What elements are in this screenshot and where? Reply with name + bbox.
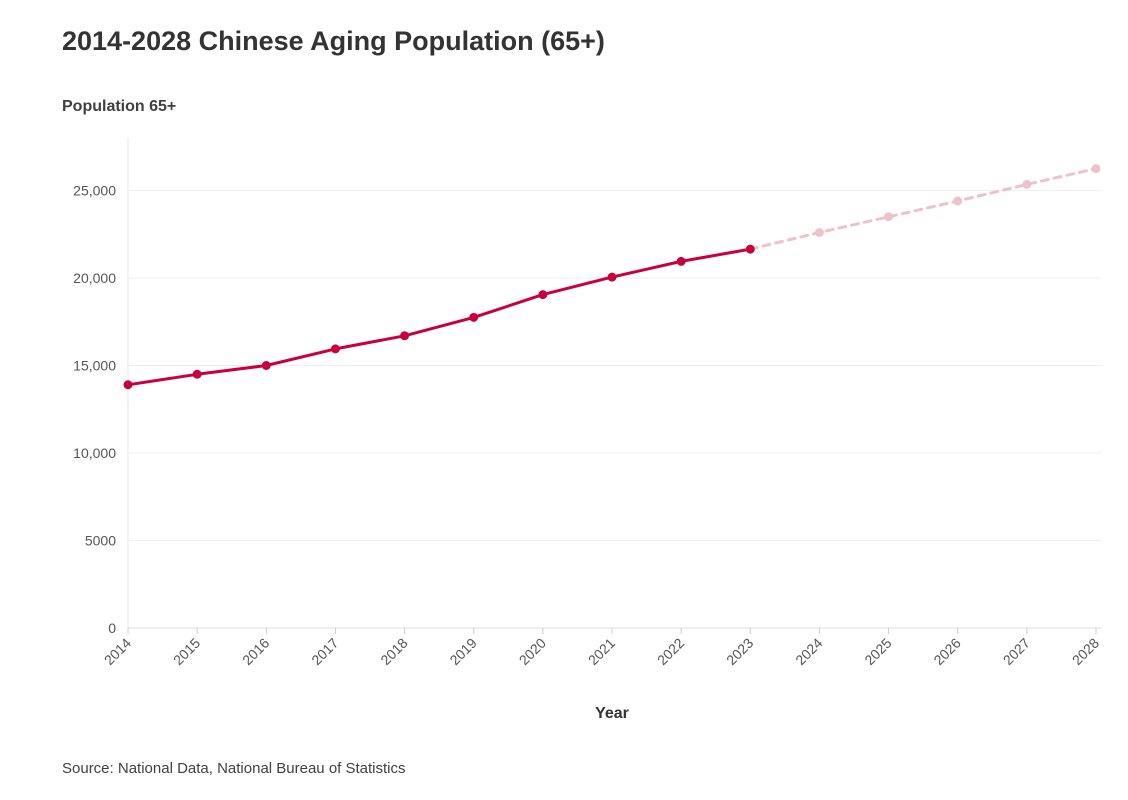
x-tick-label: 2015	[170, 635, 203, 668]
source-note: Source: National Data, National Bureau o…	[62, 760, 406, 777]
data-point	[745, 244, 755, 254]
projection-point	[1022, 179, 1032, 189]
projection-point	[1091, 164, 1101, 174]
x-tick-label: 2017	[308, 635, 341, 668]
projection-line	[748, 167, 1098, 251]
x-tick-label: 2021	[585, 635, 618, 668]
data-point	[400, 331, 410, 341]
data-point	[192, 369, 202, 379]
x-tick-label: 2019	[446, 635, 479, 668]
data-point	[469, 312, 479, 322]
x-tick-label: 2016	[239, 635, 272, 668]
x-tick-label: 2028	[1069, 635, 1102, 668]
y-axis-ticks: 0 5000 10,000 15,000 20,000 25,000	[73, 183, 116, 637]
x-tick-label: 2018	[377, 635, 410, 668]
projection-point	[884, 212, 894, 222]
x-axis-ticks: 2014 2015 2016 2017 2018 2019 2020 2021 2022 2023…	[101, 628, 1102, 668]
series-points	[123, 164, 1101, 390]
y-tick-label: 20,000	[73, 270, 116, 286]
y-axis-title: Population 65+	[62, 98, 177, 115]
actual-line	[126, 247, 752, 387]
x-axis-title: Year	[595, 705, 629, 722]
x-tick-label: 2022	[654, 635, 687, 668]
series-lines	[126, 167, 1098, 387]
data-point	[330, 344, 340, 354]
x-tick-label: 2014	[101, 635, 134, 668]
x-tick-label: 2026	[930, 635, 963, 668]
x-tick-label: 2024	[792, 635, 825, 668]
data-point	[123, 380, 133, 390]
y-tick-label: 25,000	[73, 183, 116, 199]
data-point	[538, 290, 548, 300]
gridlines	[127, 138, 1102, 629]
x-tick-label: 2020	[516, 635, 549, 668]
data-point	[607, 272, 617, 282]
x-tick-label: 2027	[1000, 635, 1033, 668]
projection-point	[814, 228, 824, 237]
x-tick-label: 2023	[723, 635, 756, 668]
data-point	[261, 361, 271, 370]
y-tick-label: 15,000	[73, 358, 116, 374]
y-tick-label: 5000	[85, 533, 116, 549]
data-point	[676, 256, 686, 266]
chart-title: 2014-2028 Chinese Aging Population (65+)	[62, 26, 605, 56]
y-tick-label: 0	[108, 620, 116, 636]
projection-point	[953, 196, 963, 206]
x-tick-label: 2025	[861, 635, 894, 668]
y-tick-label: 10,000	[73, 445, 116, 461]
